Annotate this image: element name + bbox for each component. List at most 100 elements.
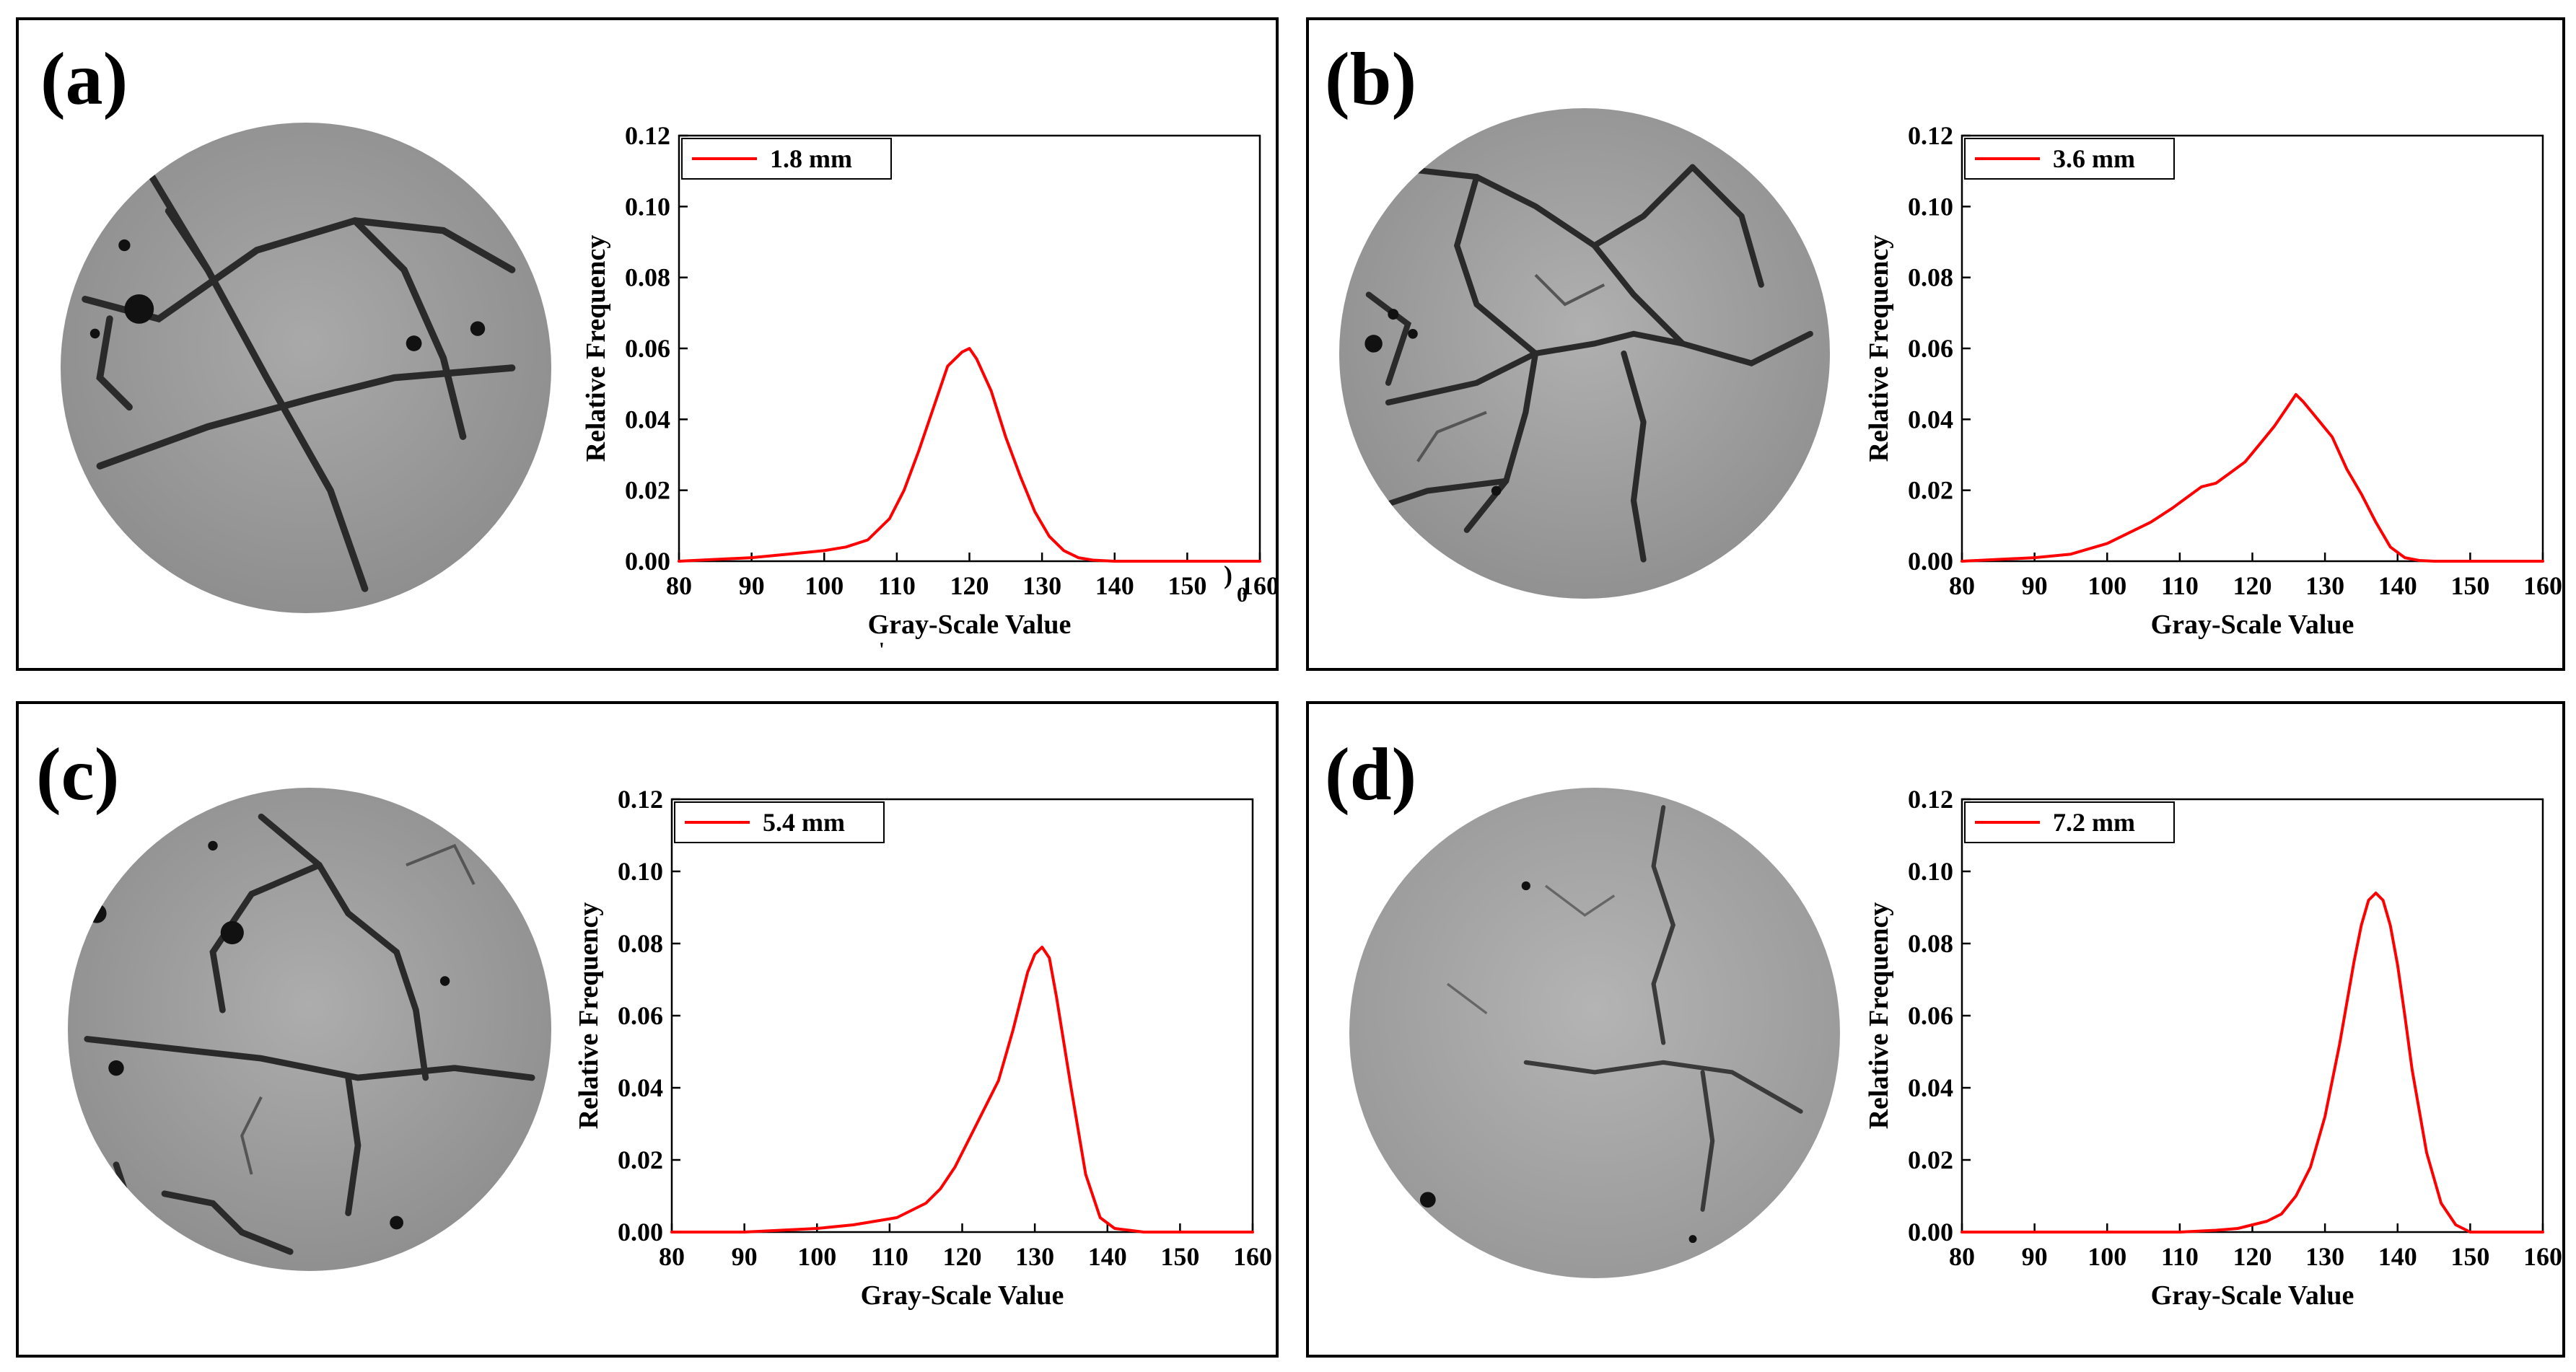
- x-tick-label: 160: [1233, 1242, 1272, 1271]
- x-tick-label: 100: [797, 1242, 836, 1271]
- y-tick-label: 0.00: [1908, 547, 1953, 576]
- y-tick-label: 0.12: [625, 121, 670, 150]
- y-tick-label: 0.06: [1908, 334, 1953, 363]
- y-tick-label: 0.02: [1908, 476, 1953, 505]
- x-tick-label: 80: [666, 571, 692, 600]
- x-tick-label: 160: [1240, 571, 1279, 600]
- x-tick-label: 140: [2378, 1242, 2417, 1271]
- y-tick-label: 0.12: [1908, 121, 1953, 150]
- y-tick-label: 0.06: [618, 1001, 663, 1030]
- panel-d: (d) 80 90 100 110 120 130 140 150 1: [1306, 701, 2565, 1358]
- panel-label: (d): [1325, 733, 1417, 816]
- x-tick-label: 90: [732, 1242, 758, 1271]
- y-tick-label: 0.12: [618, 785, 663, 814]
- y-tick-label: 0.04: [1908, 1073, 1953, 1102]
- panel-label: (a): [40, 38, 128, 120]
- y-tick-label: 0.08: [625, 263, 670, 292]
- ct-slice-image: [68, 788, 551, 1271]
- x-tick-label: 100: [2087, 571, 2126, 600]
- x-tick-label: 150: [1160, 1242, 1199, 1271]
- chart-d: 80 90 100 110 120 130 140 150 160 0.00 0.02 0.04 0.0…: [1857, 770, 2562, 1340]
- y-tick-label: 0.00: [1908, 1218, 1953, 1246]
- x-tick-label: 100: [2087, 1242, 2126, 1271]
- y-tick-label: 0.00: [625, 547, 670, 576]
- y-tick-label: 0.00: [618, 1218, 663, 1246]
- x-axis-label: Gray-Scale Value: [2151, 610, 2354, 640]
- x-axis-label: Gray-Scale Value: [868, 610, 1072, 640]
- y-tick-label: 0.10: [618, 857, 663, 886]
- y-tick-label: 0.10: [625, 192, 670, 221]
- x-tick-label: 80: [1949, 571, 1975, 600]
- x-tick-label: 150: [2450, 571, 2489, 600]
- y-tick-label: 0.04: [1908, 405, 1953, 434]
- x-tick-label: 160: [2523, 1242, 2562, 1271]
- panel-label: (c): [36, 733, 120, 816]
- x-tick-label: 110: [2161, 571, 2199, 600]
- x-tick-label: 110: [878, 571, 916, 600]
- chart-c: 80 90 100 110 120 130 140 150 160 0.00 0.02 0.04 0.0…: [567, 770, 1272, 1340]
- legend-label: 7.2 mm: [2053, 808, 2135, 837]
- stray-tick: ': [879, 639, 885, 661]
- legend-label: 1.8 mm: [770, 144, 852, 173]
- y-tick-label: 0.06: [625, 334, 670, 363]
- x-tick-label: 90: [2022, 571, 2048, 600]
- chart-svg: 80 90 100 110 120 130 140 150 160 0.00 0.02 0.04 0.0…: [1864, 785, 2562, 1311]
- stray-zero: 0: [1237, 583, 1248, 607]
- ct-slice-image: [1349, 788, 1840, 1278]
- y-tick-label: 0.08: [1908, 929, 1953, 958]
- chart-b: 80 90 100 110 120 130 140 150 160 0.00 0.02 0.04 0.0…: [1857, 107, 2562, 669]
- plot-frame: [1961, 798, 2544, 1234]
- y-tick-label: 0.02: [1908, 1145, 1953, 1174]
- x-tick-label: 80: [659, 1242, 685, 1271]
- y-tick-label: 0.04: [625, 405, 670, 434]
- x-axis-label: Gray-Scale Value: [861, 1280, 1064, 1311]
- plot-frame: [1961, 134, 2544, 563]
- y-axis-label: Relative Frequency: [581, 235, 611, 462]
- x-tick-label: 130: [2305, 571, 2344, 600]
- y-axis-label: Relative Frequency: [1864, 902, 1894, 1130]
- y-tick-label: 0.08: [1908, 263, 1953, 292]
- ct-slice-image: [61, 123, 551, 613]
- x-tick-label: 130: [2305, 1242, 2344, 1271]
- chart-svg: 80 90 100 110 120 130 140 150 160 0.00 0.02 0.04 0.0…: [574, 785, 1272, 1311]
- x-tick-label: 120: [2233, 1242, 2272, 1271]
- y-tick-label: 0.04: [618, 1073, 663, 1102]
- y-tick-label: 0.10: [1908, 192, 1953, 221]
- legend-label: 5.4 mm: [763, 808, 845, 837]
- legend-label: 3.6 mm: [2053, 144, 2135, 173]
- x-tick-label: 90: [2022, 1242, 2048, 1271]
- panel-label: (b): [1325, 38, 1417, 120]
- y-tick-label: 0.02: [625, 476, 670, 505]
- y-axis-label: Relative Frequency: [574, 902, 604, 1130]
- plot-frame: [670, 798, 1254, 1234]
- y-tick-label: 0.10: [1908, 857, 1953, 886]
- y-axis-label: Relative Frequency: [1864, 235, 1894, 462]
- chart-a: 80 90 100 110 120 130 140 150 160 0.00 0.02 0.04 0.0…: [574, 107, 1279, 669]
- stray-paren: ): [1224, 560, 1232, 589]
- x-tick-label: 140: [2378, 571, 2417, 600]
- x-tick-label: 110: [871, 1242, 908, 1271]
- panel-b: (b): [1306, 17, 2565, 671]
- chart-svg: 80 90 100 110 120 130 140 150 160 0.00 0.02 0.04 0.0…: [581, 121, 1279, 640]
- series-line: [1961, 892, 2544, 1234]
- x-tick-label: 110: [2161, 1242, 2199, 1271]
- chart-svg: 80 90 100 110 120 130 140 150 160 0.00 0.02 0.04 0.0…: [1864, 121, 2562, 640]
- x-tick-label: 120: [943, 1242, 982, 1271]
- x-tick-label: 150: [1167, 571, 1206, 600]
- panel-a: (a) 80 90 100 110 120 1: [16, 17, 1279, 671]
- series-line: [670, 946, 1254, 1234]
- x-tick-label: 130: [1022, 571, 1061, 600]
- x-tick-label: 120: [950, 571, 989, 600]
- panel-c: (c): [16, 701, 1279, 1358]
- y-tick-label: 0.12: [1908, 785, 1953, 814]
- y-tick-label: 0.06: [1908, 1001, 1953, 1030]
- x-tick-label: 120: [2233, 571, 2272, 600]
- x-tick-label: 80: [1949, 1242, 1975, 1271]
- y-tick-label: 0.02: [618, 1145, 663, 1174]
- x-tick-label: 160: [2523, 571, 2562, 600]
- series-line: [1961, 392, 2544, 563]
- series-line: [678, 347, 1261, 563]
- y-tick-label: 0.08: [618, 929, 663, 958]
- x-axis-label: Gray-Scale Value: [2151, 1280, 2354, 1311]
- x-tick-label: 90: [739, 571, 765, 600]
